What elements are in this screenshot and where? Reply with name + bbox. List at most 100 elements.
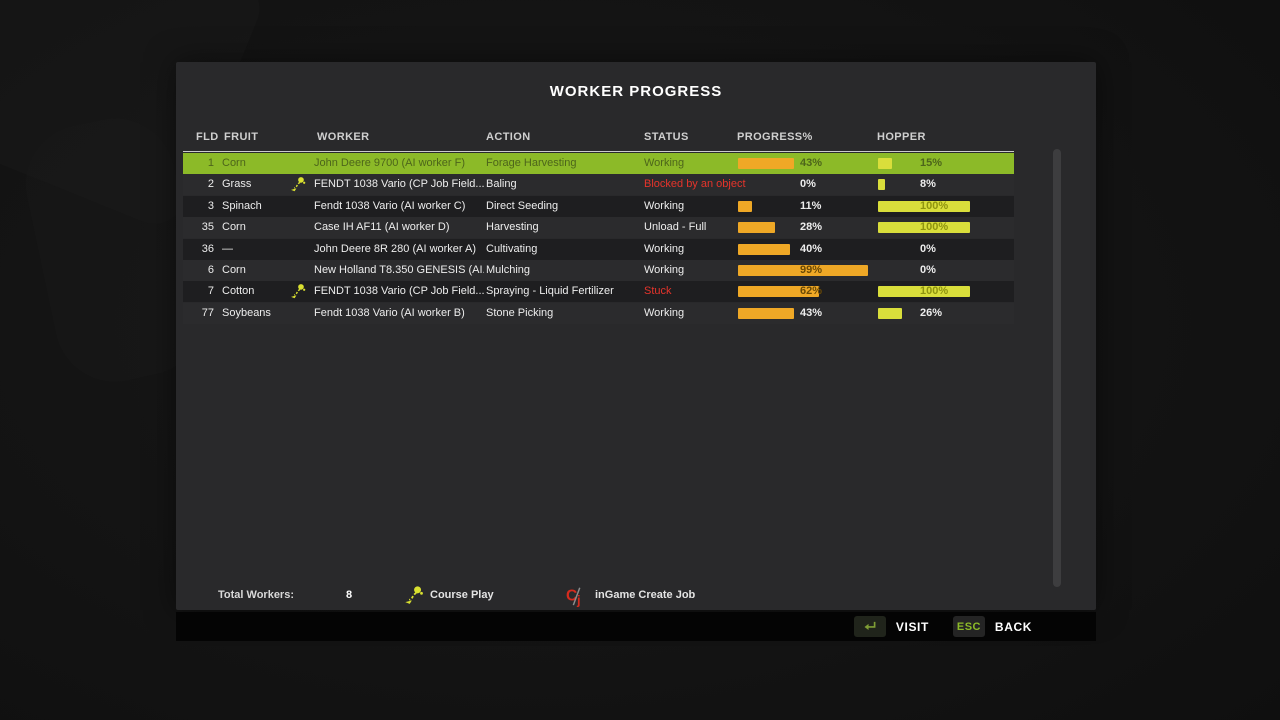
back-button[interactable]: ESC BACK [952, 616, 1032, 637]
hopper-percent-label: 0% [920, 242, 936, 255]
cell-status: Working [644, 263, 685, 276]
table-row[interactable]: 2 Grass FENDT 1038 Vario (CP Job Field..… [183, 174, 1014, 196]
cell-field-number: 77 [201, 306, 214, 319]
hopper-bar [878, 200, 970, 212]
cell-action: Forage Harvesting [486, 157, 577, 169]
table-row[interactable]: 77 Soybeans Fendt 1038 Vario (AI worker … [183, 302, 1014, 324]
column-header-fruit: FRUIT [224, 131, 259, 143]
cell-field-number: 36 [201, 242, 214, 255]
hopper-percent-label: 100% [920, 285, 949, 298]
cell-field-number: 2 [207, 178, 214, 191]
table-row[interactable]: 1 Corn John Deere 9700 (AI worker F) For… [183, 153, 1014, 174]
table-row[interactable]: 6 Corn New Holland T8.350 GENESIS (AI...… [183, 259, 1014, 281]
cell-worker: New Holland T8.350 GENESIS (AI... [314, 263, 484, 276]
cell-worker: Fendt 1038 Vario (AI worker C) [314, 199, 466, 212]
svg-text:j: j [576, 592, 581, 607]
progress-bar [738, 264, 868, 276]
cj-create-job-icon: C j [566, 585, 588, 607]
cell-field-number: 3 [207, 199, 214, 212]
progress-percent-label: 0% [800, 178, 816, 191]
progress-bar [738, 158, 794, 169]
column-header-hopper: HOPPER [877, 131, 926, 143]
cell-status: Unload - Full [644, 221, 707, 234]
cell-field-number: 35 [201, 221, 214, 234]
cell-field-number: 6 [207, 263, 214, 276]
column-header-progress: PROGRESS% [737, 131, 813, 143]
esc-key-badge: ESC [952, 616, 985, 637]
cell-action: Harvesting [486, 221, 539, 234]
courseplay-icon [289, 176, 311, 193]
cell-status: Working [644, 199, 685, 212]
hopper-percent-label: 100% [920, 199, 949, 212]
svg-text:C: C [566, 588, 577, 605]
table-row[interactable]: 35 Corn Case IH AF11 (AI worker D) Harve… [183, 217, 1014, 239]
cell-status: Working [644, 242, 685, 255]
table-row[interactable]: 3 Spinach Fendt 1038 Vario (AI worker C)… [183, 195, 1014, 217]
hopper-bar [878, 222, 970, 234]
cell-fruit: Soybeans [222, 306, 271, 319]
worker-progress-dialog: WORKER PROGRESS FLD FRUIT WORKER ACTION STAT… [176, 62, 1096, 610]
column-header-action: ACTION [486, 131, 531, 143]
ingame-create-job-label: inGame Create Job [595, 589, 696, 601]
cell-worker: John Deere 8R 280 (AI worker A) [314, 242, 477, 255]
cell-action: Spraying - Liquid Fertilizer [486, 285, 614, 298]
table-row[interactable]: 36 — John Deere 8R 280 (AI worker A) Cul… [183, 238, 1014, 260]
cell-field-number: 1 [207, 157, 214, 169]
table-row[interactable]: 7 Cotton FENDT 1038 Vario (CP Job Field.… [183, 281, 1014, 303]
hopper-bar [878, 307, 902, 319]
progress-percent-label: 99% [800, 263, 823, 276]
visit-label: VISIT [895, 619, 929, 634]
hopper-percent-label: 100% [920, 221, 949, 234]
hopper-bar [878, 158, 892, 169]
cell-field-number: 7 [207, 285, 214, 298]
hopper-percent-label: 15% [920, 157, 943, 169]
cell-action: Cultivating [486, 242, 538, 255]
progress-bar [738, 307, 794, 319]
hopper-bar [878, 179, 885, 191]
total-workers-label: Total Workers: [218, 589, 294, 601]
progress-percent-label: 43% [800, 157, 823, 169]
courseplay-icon [404, 585, 425, 606]
progress-bar [738, 243, 790, 255]
progress-percent-label: 40% [800, 242, 823, 255]
cell-status: Working [644, 157, 685, 169]
cell-worker: FENDT 1038 Vario (CP Job Field... [314, 285, 484, 298]
cell-action: Mulching [486, 263, 531, 276]
cell-worker: Fendt 1038 Vario (AI worker B) [314, 306, 465, 319]
cell-fruit: — [222, 242, 233, 255]
hopper-bar [878, 286, 970, 298]
header-separator [183, 151, 1014, 152]
progress-bar [738, 286, 819, 298]
cell-fruit: Grass [222, 178, 252, 191]
cell-status: Working [644, 306, 685, 319]
cell-fruit: Corn [222, 221, 246, 234]
cell-worker: John Deere 9700 (AI worker F) [314, 157, 466, 169]
back-label: BACK [994, 619, 1032, 634]
progress-percent-label: 62% [800, 285, 823, 298]
cell-action: Baling [486, 178, 517, 191]
scrollbar[interactable] [1053, 149, 1061, 587]
cell-fruit: Corn [222, 263, 246, 276]
visit-button[interactable]: VISIT [853, 616, 929, 637]
hopper-percent-label: 8% [920, 178, 936, 191]
progress-bar [738, 200, 752, 212]
cell-fruit: Spinach [222, 199, 262, 212]
table-header-row: FLD FRUIT WORKER ACTION STATUS PROGRESS% HOPPE… [183, 126, 1014, 148]
courseplay-icon [289, 283, 311, 300]
progress-bar [738, 222, 775, 234]
progress-percent-label: 43% [800, 306, 823, 319]
cell-status: Stuck [644, 285, 672, 298]
column-header-status: STATUS [644, 131, 689, 143]
progress-percent-label: 11% [800, 199, 822, 212]
cell-status: Blocked by an object [644, 178, 746, 191]
cell-fruit: Corn [222, 157, 246, 169]
worker-table: 1 Corn John Deere 9700 (AI worker F) For… [183, 153, 1014, 324]
courseplay-label: Course Play [430, 589, 494, 601]
cell-worker: Case IH AF11 (AI worker D) [314, 221, 450, 234]
column-header-fld: FLD [196, 131, 219, 143]
progress-percent-label: 28% [800, 221, 823, 234]
cell-action: Direct Seeding [486, 199, 559, 212]
dialog-title: WORKER PROGRESS [549, 83, 723, 100]
action-bar: VISIT ESC BACK [176, 612, 1096, 641]
